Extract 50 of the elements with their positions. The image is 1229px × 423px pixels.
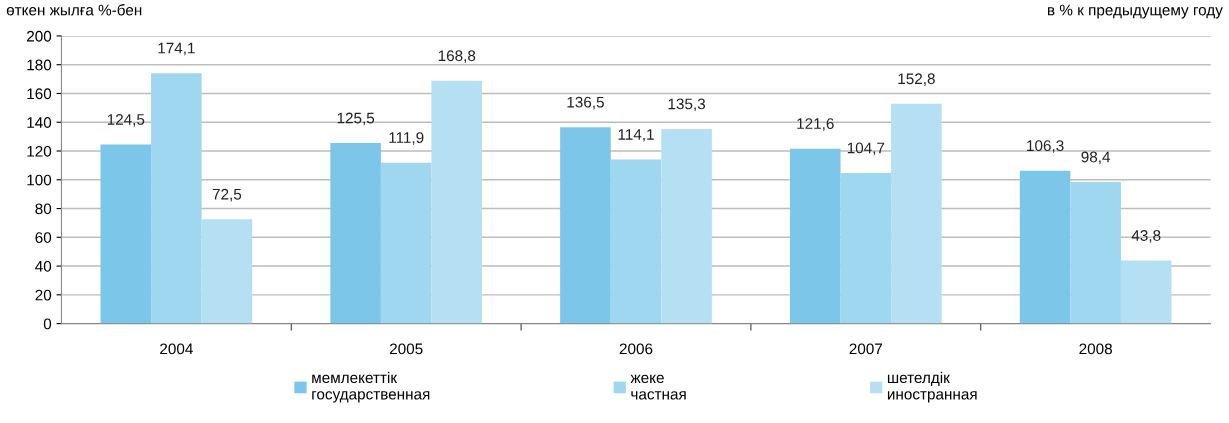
data-label: 168,8 (438, 50, 476, 63)
data-label: 72,5 (212, 188, 242, 202)
bar (1120, 260, 1172, 324)
data-label: 111,9 (389, 132, 424, 145)
bar (380, 162, 432, 324)
y-tick-label: 100 (27, 174, 52, 186)
data-label: 125,5 (337, 112, 375, 126)
x-tick-label: 2005 (389, 343, 423, 355)
data-label: 136,5 (567, 96, 604, 110)
bar (1070, 182, 1121, 324)
y-tick-label: 120 (27, 145, 52, 157)
x-tick-label: 2008 (1079, 343, 1112, 355)
bar (201, 219, 253, 324)
text: в % к предыдущему году (1048, 4, 1223, 19)
y-tick-label: 200 (27, 30, 52, 42)
data-label: 135,3 (668, 98, 706, 112)
y-tick-label: 80 (35, 203, 52, 215)
y-tick-label: 160 (27, 88, 52, 100)
data-label: 121,6 (797, 118, 834, 131)
bar (151, 73, 202, 324)
bar (661, 129, 712, 324)
data-label: 114,1 (618, 129, 654, 142)
data-label: 174,1 (158, 42, 195, 56)
bar (891, 103, 942, 324)
x-tick-label: 2004 (160, 343, 193, 355)
y-tick-label: 140 (27, 117, 52, 128)
bar (789, 148, 841, 324)
data-label: 43,8 (1131, 230, 1161, 243)
data-label: 106,3 (1027, 140, 1064, 153)
y-tick-label: 60 (35, 232, 52, 243)
data-label: 104,7 (847, 142, 885, 156)
x-tick-label: 2006 (619, 343, 653, 355)
y-tick-label: 20 (35, 289, 52, 301)
bar (100, 144, 152, 324)
y-tick-label: 40 (35, 260, 52, 272)
text: өткен жылға %-бен (6, 4, 142, 16)
data-label: 124,5 (107, 114, 145, 127)
bar (840, 173, 892, 324)
x-tick-label: 2007 (849, 343, 883, 355)
y-tick-label: 0 (43, 318, 52, 330)
bar (330, 143, 381, 324)
legend-label: мемлекеттік государственная (312, 371, 430, 403)
bar (560, 127, 611, 324)
data-label: 152,8 (898, 73, 935, 86)
bar (431, 80, 483, 324)
legend-label: жеке частная (630, 374, 686, 400)
data-label: 98,4 (1081, 151, 1111, 165)
bar (610, 159, 662, 324)
y-tick-label: 180 (27, 59, 52, 71)
legend-label: шетелдік иностранная (887, 371, 977, 403)
